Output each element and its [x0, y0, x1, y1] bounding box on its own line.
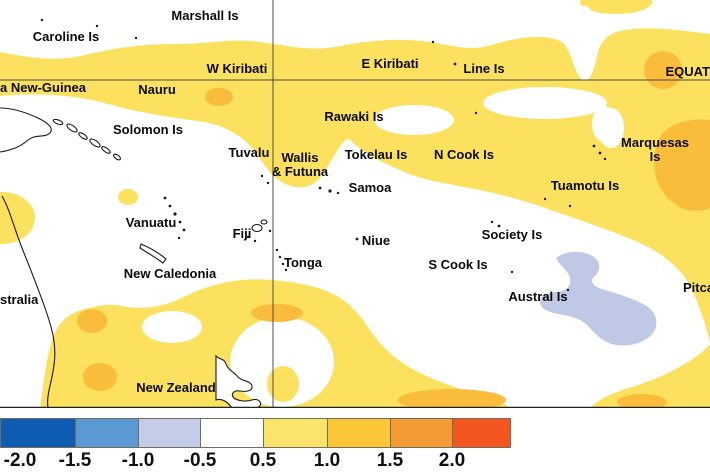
colorbar-tick-label: -1.5 — [58, 450, 92, 471]
colorbar-tick-label: 1.5 — [376, 450, 404, 471]
colorbar-tick-label: 0.5 — [249, 450, 277, 471]
island-dots — [40, 18, 607, 292]
colorbar-tick-label: 1.0 — [313, 450, 341, 471]
anomaly-contour-map — [0, 0, 710, 408]
colorbar-tick-label: -2.0 — [3, 450, 37, 471]
map-canvas: Marshall Is Caroline Is W Kiribati E Kiriba… — [0, 0, 710, 408]
strong-positive-regions — [77, 51, 710, 408]
colorbar-segment — [327, 418, 391, 448]
colorbar-tick-label: -1.0 — [121, 450, 155, 471]
coastlines — [0, 107, 268, 408]
colorbar-segment — [390, 418, 453, 448]
colorbar-tick-label: -0.5 — [183, 450, 217, 471]
colorbar-segment — [0, 418, 76, 448]
colorbar-tick-label: 2.0 — [438, 450, 466, 471]
colorbar — [0, 418, 710, 448]
colorbar-segment — [263, 418, 328, 448]
negative-anomaly-region — [539, 251, 657, 346]
small-positive-blob — [267, 366, 299, 402]
neutral-holes — [142, 6, 624, 407]
colorbar-segment — [75, 418, 139, 448]
colorbar-segment — [452, 418, 511, 448]
colorbar-segment — [200, 418, 264, 448]
colorbar-segment — [138, 418, 201, 448]
